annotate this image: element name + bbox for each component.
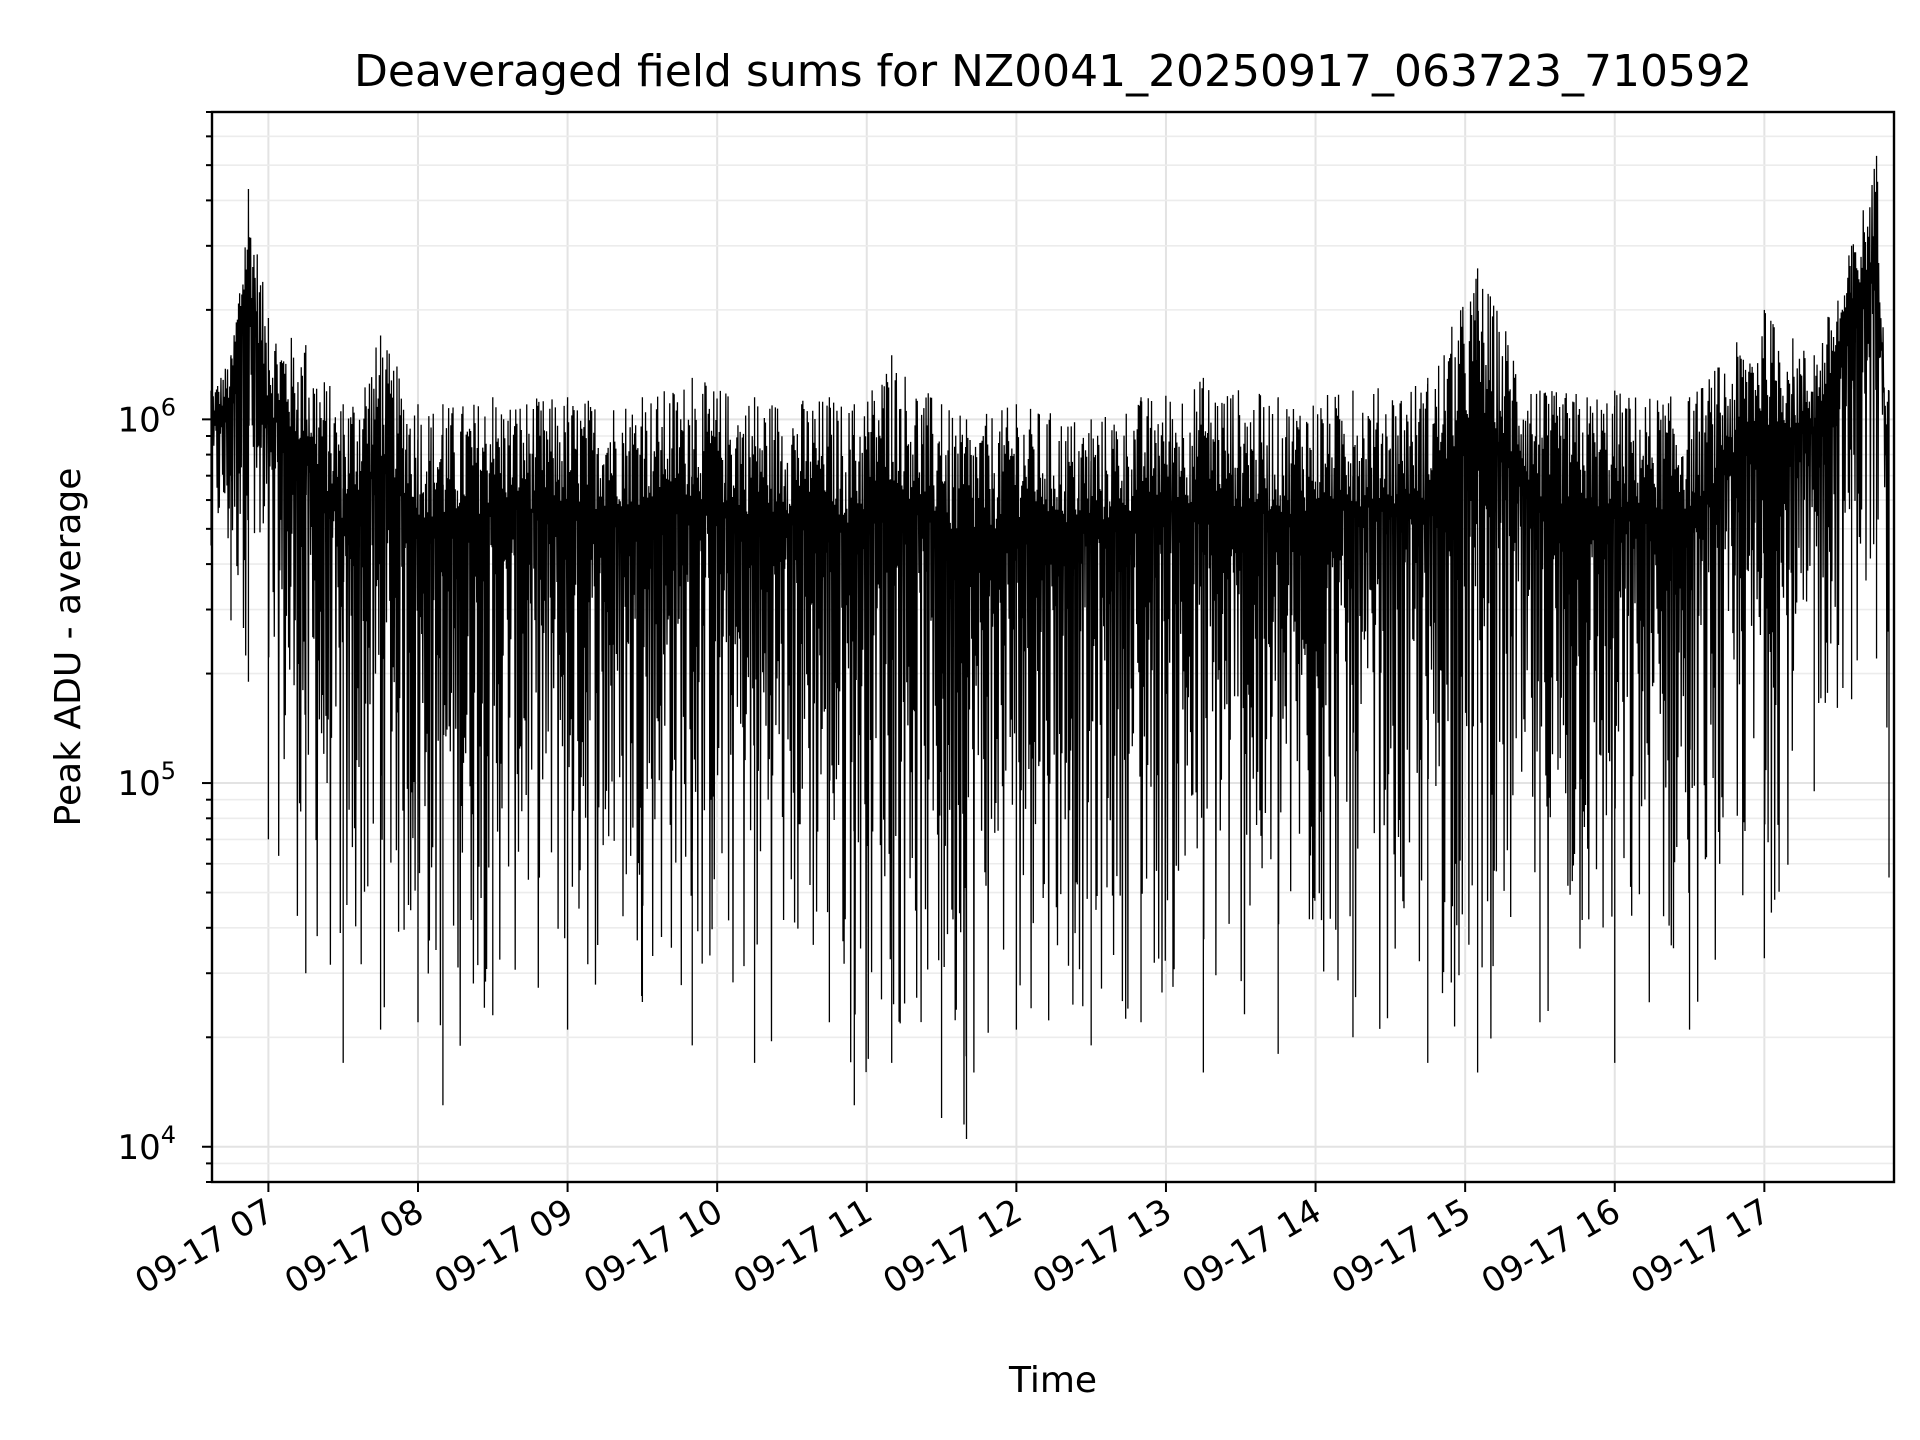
plot-frame (210, 110, 1896, 1184)
y-tick-label: 106 (117, 393, 176, 440)
y-axis-label: Peak ADU - average (48, 468, 89, 827)
x-tick-label: 09-17 17 (1624, 1191, 1776, 1302)
chart-title: Deaveraged field sums for NZ0041_2025091… (354, 46, 1752, 97)
x-tick-label: 09-17 09 (428, 1191, 580, 1302)
x-tick-label: 09-17 07 (128, 1191, 280, 1302)
x-tick-label: 09-17 15 (1325, 1191, 1477, 1302)
x-tick-label: 09-17 14 (1176, 1191, 1328, 1302)
x-tick-label: 09-17 12 (876, 1191, 1028, 1302)
x-tick-label: 09-17 16 (1475, 1191, 1627, 1302)
y-tick-label: 104 (117, 1121, 176, 1168)
x-axis-label: Time (1008, 1360, 1097, 1401)
x-tick-label: 09-17 08 (278, 1191, 430, 1302)
x-tick-label: 09-17 10 (577, 1191, 729, 1302)
series-line (210, 155, 1890, 1139)
y-tick-label: 105 (117, 757, 176, 804)
x-tick-label: 09-17 13 (1026, 1191, 1178, 1302)
x-tick-label: 09-17 11 (727, 1191, 879, 1302)
